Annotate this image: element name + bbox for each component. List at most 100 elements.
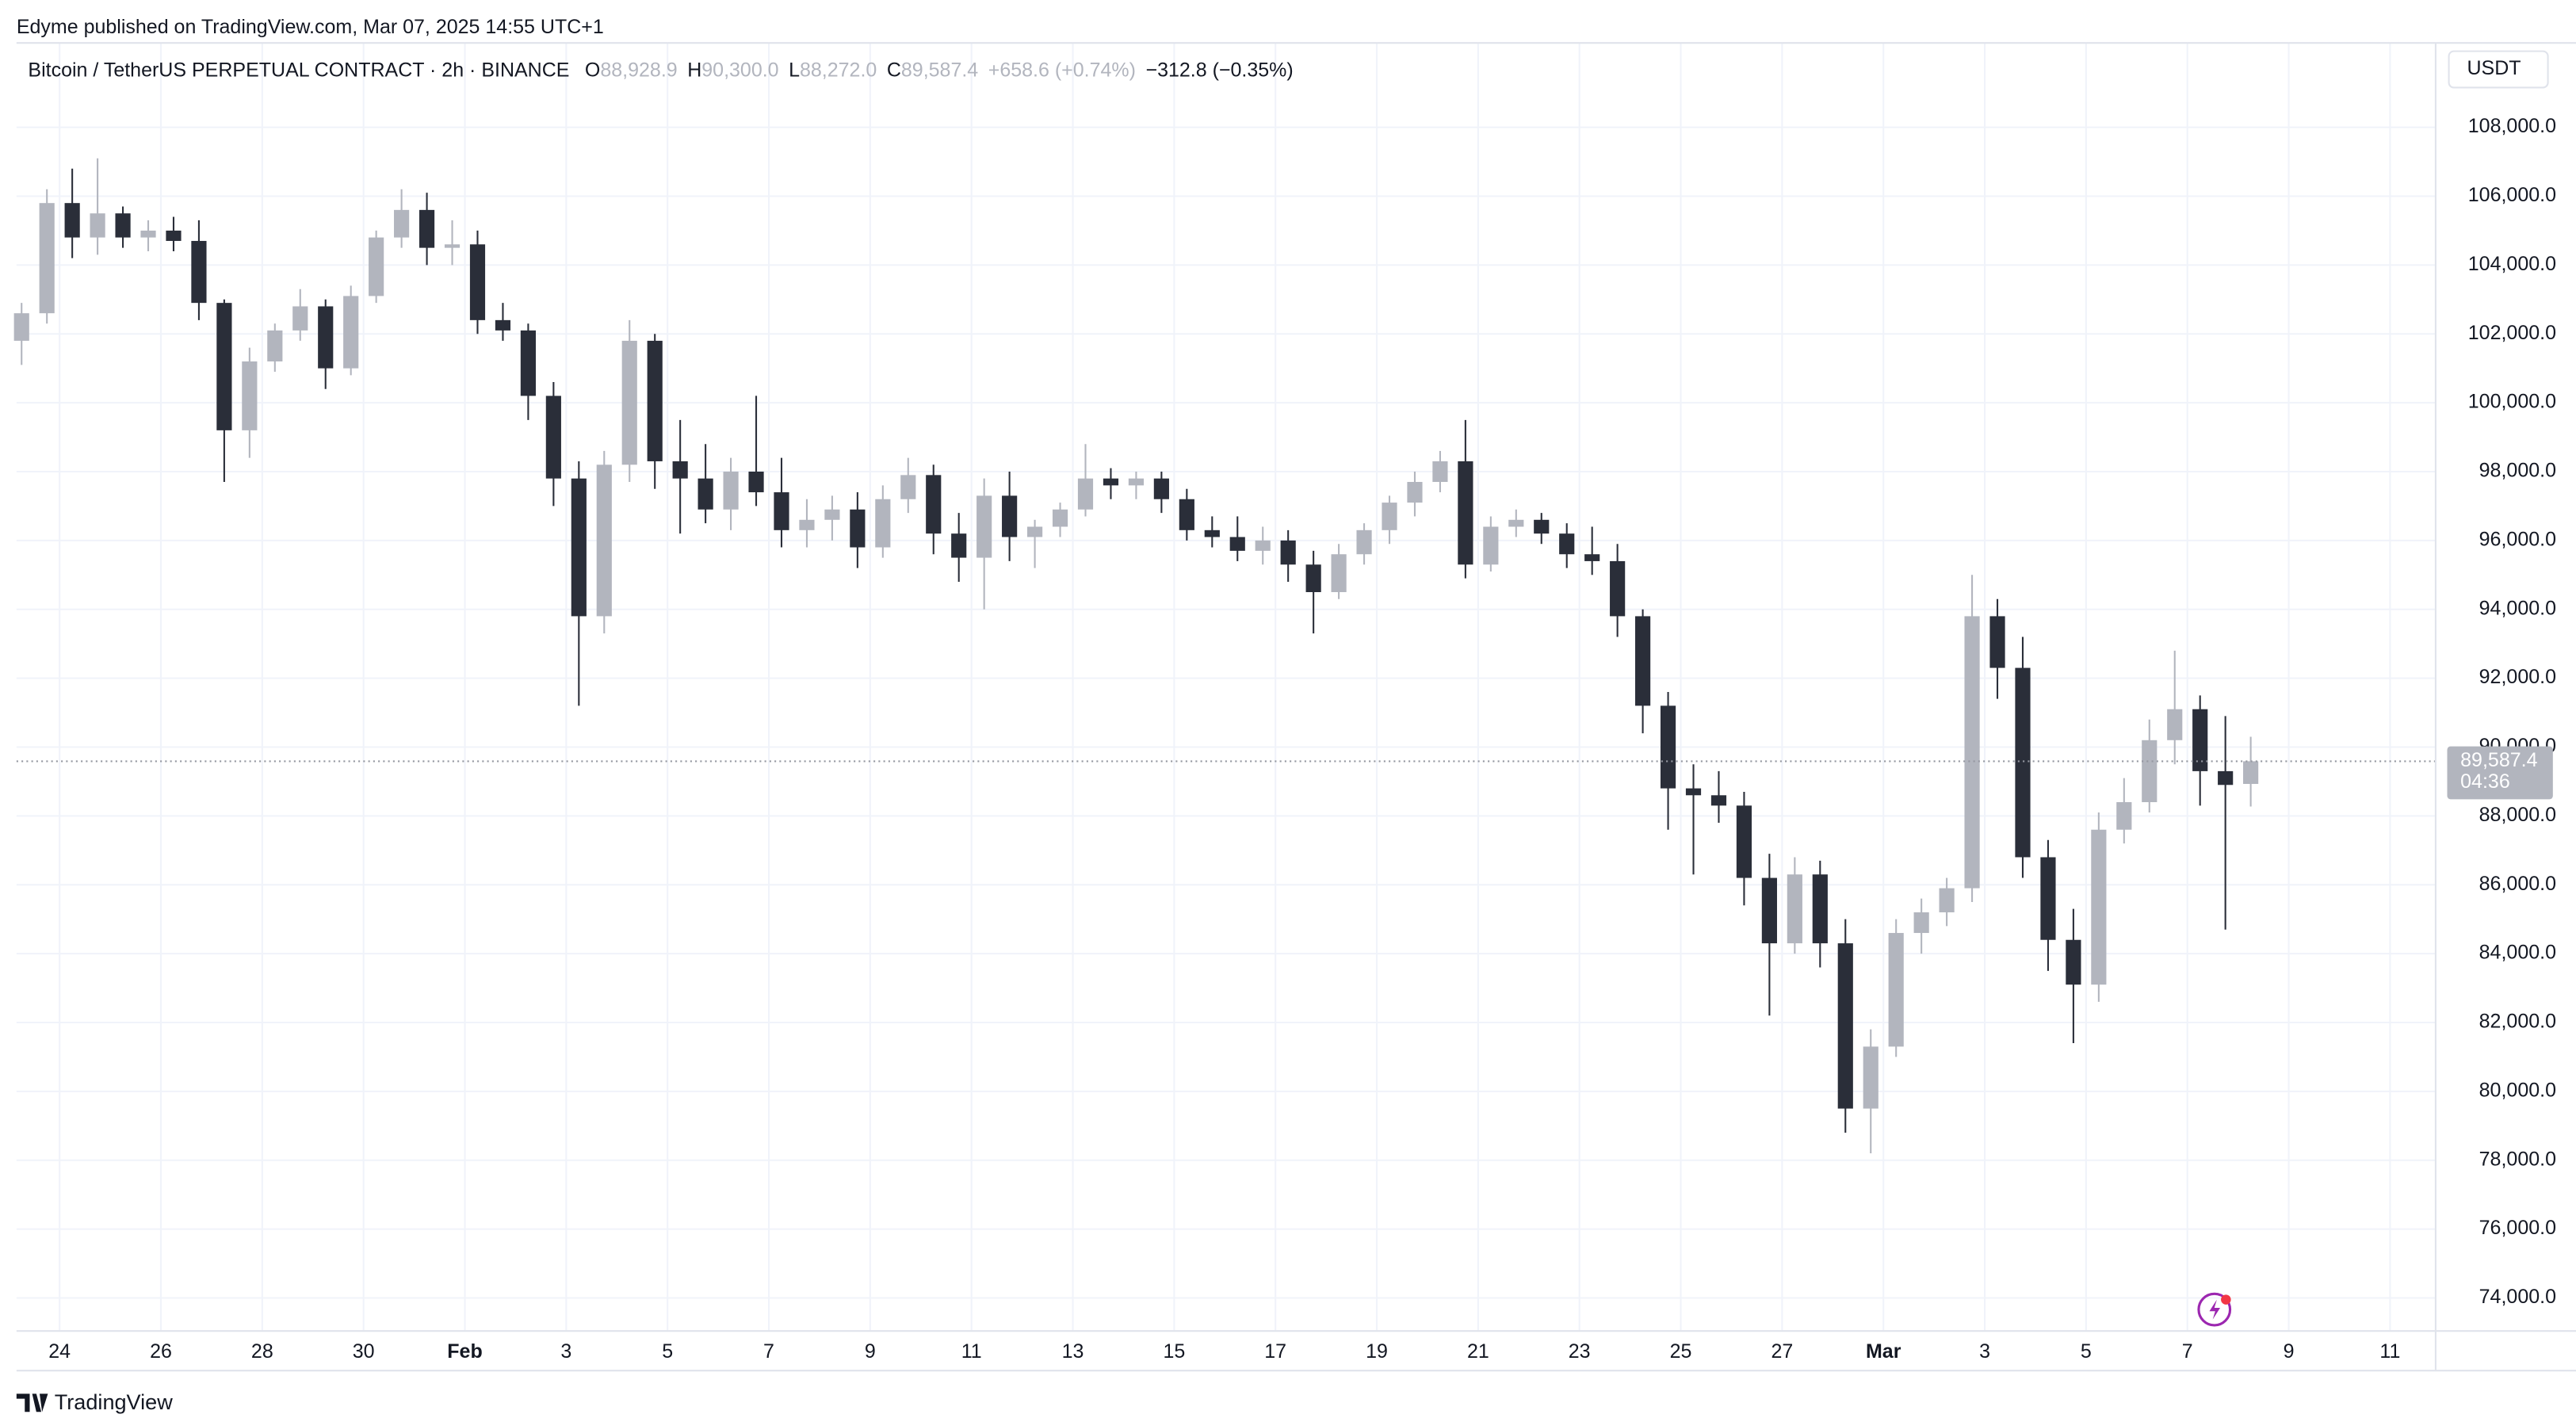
x-tick-label: 23 xyxy=(1569,1340,1591,1363)
candle-body xyxy=(1002,495,1018,537)
candle-body xyxy=(1761,877,1777,944)
brand-logo[interactable]: TradingView xyxy=(16,1390,173,1414)
x-tick-label: Mar xyxy=(1866,1340,1901,1363)
candle-body xyxy=(875,499,891,548)
x-tick-label: 9 xyxy=(2284,1340,2295,1363)
candle-body xyxy=(1837,943,1853,1109)
y-tick-label: 78,000.0 xyxy=(2479,1148,2556,1170)
y-tick-label: 108,000.0 xyxy=(2468,115,2556,137)
candle-body xyxy=(1685,788,1702,796)
legend-value: 90,300.0 xyxy=(701,59,778,81)
x-tick-label: 3 xyxy=(1979,1340,1990,1363)
candle-body xyxy=(318,306,334,369)
candle-body xyxy=(824,509,840,520)
candle-body xyxy=(2167,709,2183,740)
y-tick-label: 102,000.0 xyxy=(2468,322,2556,344)
brand-name[interactable]: TradingView xyxy=(55,1390,173,1414)
candle-body xyxy=(1204,529,1220,537)
x-tick-label: 28 xyxy=(251,1340,273,1363)
candle-body xyxy=(1255,540,1271,551)
candle-body xyxy=(621,340,637,465)
candle-body xyxy=(2218,770,2234,786)
candle-body xyxy=(748,471,764,493)
candle-body xyxy=(166,230,182,241)
y-tick-label: 76,000.0 xyxy=(2479,1217,2556,1239)
candle-body xyxy=(13,313,29,341)
flash-icon[interactable] xyxy=(2197,1292,2232,1327)
y-tick-label: 96,000.0 xyxy=(2479,528,2556,550)
legend-change-2: −312.8 (−0.35%) xyxy=(1145,59,1293,81)
candle-body xyxy=(242,361,258,430)
x-tick-label: 9 xyxy=(865,1340,876,1363)
candle-body xyxy=(1939,888,1955,912)
y-tick-label: 94,000.0 xyxy=(2479,597,2556,619)
candle-body xyxy=(1964,616,1980,889)
candle-body xyxy=(2040,857,2056,940)
candle-body xyxy=(1077,478,1094,510)
legend-key: L xyxy=(789,59,800,81)
candle-body xyxy=(1153,478,1169,499)
candle-body xyxy=(1888,933,1904,1047)
currency[interactable]: USDT xyxy=(2467,57,2521,79)
y-tick-label: 100,000.0 xyxy=(2468,391,2556,413)
candle-body xyxy=(520,330,536,396)
candle-body xyxy=(2243,761,2259,785)
brand-mark[interactable] xyxy=(16,1393,48,1412)
candle-body xyxy=(571,478,587,617)
candle-body xyxy=(1660,705,1676,789)
x-tick-label: 21 xyxy=(1467,1340,1489,1363)
flash-icon-dot[interactable] xyxy=(2221,1294,2231,1305)
currency-box[interactable] xyxy=(2448,50,2549,89)
candle-body xyxy=(850,509,866,548)
x-tick-label: 19 xyxy=(1366,1340,1388,1363)
x-tick-label: 5 xyxy=(2081,1340,2092,1363)
y-tick-label: 92,000.0 xyxy=(2479,666,2556,688)
attribution: Edyme published on TradingView.com, Mar … xyxy=(17,16,604,38)
candle-body xyxy=(1052,509,1068,527)
candle-body xyxy=(799,519,815,530)
flash-icon-bolt[interactable] xyxy=(2209,1299,2221,1320)
legend-change: +658.6 (+0.74%) xyxy=(988,59,1136,81)
candle-body xyxy=(419,209,435,248)
flash-icon-circle[interactable] xyxy=(2197,1292,2232,1327)
y-tick-label: 86,000.0 xyxy=(2479,873,2556,895)
x-tick-label: Feb xyxy=(447,1340,482,1363)
candle-body xyxy=(723,471,739,510)
x-tick-label: 26 xyxy=(150,1340,172,1363)
candle-body xyxy=(1128,478,1145,486)
candle-body xyxy=(1458,461,1473,565)
x-tick-label: 24 xyxy=(48,1340,71,1363)
candle-body xyxy=(2142,740,2157,802)
candle-body xyxy=(1483,526,1499,565)
candle-body xyxy=(1863,1046,1878,1109)
candle-body xyxy=(1179,499,1194,530)
symbol-legend: Bitcoin / TetherUS PERPETUAL CONTRACT · … xyxy=(28,59,1293,81)
candle-body xyxy=(1559,533,1575,555)
x-tick-label: 5 xyxy=(662,1340,673,1363)
candle-body xyxy=(1331,554,1347,593)
candle-body xyxy=(1736,805,1752,878)
x-tick-label: 17 xyxy=(1264,1340,1286,1363)
legend-value: 89,587.4 xyxy=(901,59,978,81)
candle-body xyxy=(64,203,80,238)
candle-body xyxy=(545,396,561,479)
candle-body xyxy=(900,475,916,499)
candle-body xyxy=(1584,554,1600,561)
candle-body xyxy=(1989,616,2005,668)
x-tick-label: 25 xyxy=(1670,1340,1692,1363)
x-tick-label: 13 xyxy=(1062,1340,1084,1363)
candle-body xyxy=(2192,709,2208,771)
last-price-label: 89,587.4 xyxy=(2460,749,2537,771)
candle-body xyxy=(951,533,967,558)
candle-body xyxy=(1382,503,1397,530)
grid xyxy=(16,43,2436,1332)
candle-body xyxy=(292,306,308,331)
x-tick-label: 15 xyxy=(1163,1340,1185,1363)
candle-body xyxy=(647,340,663,461)
candle-body xyxy=(926,475,942,534)
candle-body xyxy=(1026,526,1043,537)
legend-key: H xyxy=(687,59,701,81)
y-tick-label: 106,000.0 xyxy=(2468,184,2556,206)
